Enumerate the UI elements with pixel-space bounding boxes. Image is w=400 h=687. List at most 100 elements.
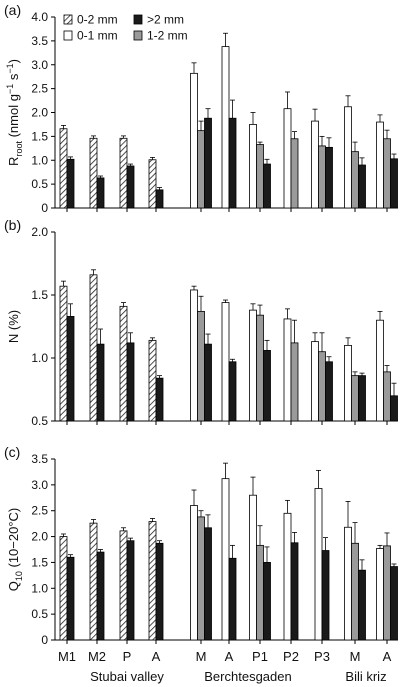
group-label: Stubai valley <box>90 669 164 684</box>
y-tick-label: 2.0 <box>31 106 48 120</box>
bar <box>190 505 198 641</box>
panel-label: (b) <box>4 217 21 233</box>
y-tick-label: 2.0 <box>31 225 48 239</box>
y-tick-label: 1.5 <box>31 288 48 302</box>
bar <box>325 361 333 422</box>
bar <box>344 526 352 641</box>
bar <box>290 138 299 209</box>
x-tick-label: P2 <box>283 649 299 664</box>
legend-swatch <box>63 14 73 25</box>
bar <box>190 72 198 209</box>
y-tick-label: 0 <box>41 633 48 647</box>
bar <box>96 343 105 422</box>
y-tick-label: 0.5 <box>31 414 48 428</box>
bar <box>263 350 271 422</box>
bar <box>314 488 323 641</box>
bar <box>358 375 366 422</box>
bar <box>249 309 257 422</box>
bar <box>66 316 75 422</box>
bar <box>126 342 135 422</box>
bar <box>358 164 366 209</box>
bar <box>228 117 237 209</box>
bar <box>290 342 299 422</box>
bar <box>376 548 384 641</box>
bar <box>228 557 237 641</box>
bar <box>197 516 205 641</box>
y-tick-label: 0.5 <box>31 177 48 191</box>
bar <box>390 158 398 209</box>
legend-swatch <box>133 14 143 25</box>
legend-label: 0-2 mm <box>77 13 118 27</box>
bar <box>263 163 271 209</box>
y-tick-label: 4.0 <box>31 10 48 24</box>
bar <box>148 159 157 209</box>
panel-label: (a) <box>4 2 21 18</box>
bar <box>256 544 264 641</box>
bar <box>290 542 299 641</box>
bar <box>376 319 384 422</box>
legend-swatch <box>63 30 73 41</box>
chart-panel: 0 0.5 1.0 1.5 2.0 2.5 3.0 3.5 (c) Q10 (10−20°C) <box>4 444 398 647</box>
bar <box>197 310 205 422</box>
x-tick-label: P1 <box>252 649 268 664</box>
bar <box>155 377 164 422</box>
legend-swatch <box>133 30 143 41</box>
bar <box>148 339 157 422</box>
bar <box>376 121 384 209</box>
bar <box>66 158 75 209</box>
y-tick-label: 2.5 <box>31 82 48 96</box>
bar <box>283 318 292 422</box>
y-axis-label: Rroot (nmol g−1 s−1) <box>5 59 24 166</box>
x-tick-label: M <box>196 649 207 664</box>
bar <box>256 314 264 422</box>
x-tick-label: M <box>350 649 361 664</box>
bar <box>89 522 98 641</box>
legend-label: >2 mm <box>147 13 184 27</box>
bar <box>283 108 292 209</box>
x-tick-label: P <box>123 649 132 664</box>
bar <box>390 395 398 422</box>
chart-panel: 0.5 1.0 1.5 2.0 (b) N (%) <box>4 217 398 428</box>
panel-label: (c) <box>4 444 20 460</box>
x-tick-label: M1 <box>58 649 76 664</box>
bar <box>119 137 128 209</box>
bar <box>89 274 98 422</box>
y-tick-label: 1.5 <box>31 129 48 143</box>
bar <box>148 521 157 641</box>
y-axis-label: Q10 (10−20°C) <box>6 508 24 592</box>
group-label: Berchtesgaden <box>204 669 291 684</box>
bar <box>351 375 359 422</box>
chart-panel: 0 0.5 1.0 1.5 2.0 2.5 3.0 3.5 4.0 (a) Rroot (nmol … <box>4 2 398 215</box>
y-tick-label: 3.5 <box>31 452 48 466</box>
bar <box>249 124 257 209</box>
bar <box>197 130 205 209</box>
y-tick-label: 3.0 <box>31 58 48 72</box>
bar <box>59 536 68 641</box>
bar <box>325 146 333 209</box>
y-tick-label: 3.0 <box>31 478 48 492</box>
x-tick-label: A <box>152 649 161 664</box>
bar <box>383 371 391 422</box>
bar <box>119 530 128 641</box>
bar <box>351 542 359 641</box>
bar <box>221 302 230 422</box>
bar <box>318 351 326 422</box>
bar <box>155 189 164 209</box>
y-tick-label: 2.0 <box>31 530 48 544</box>
legend: 0-2 mm >2 mm 0-1 mm 1-2 mm <box>63 13 188 43</box>
bar <box>96 177 105 209</box>
bar <box>126 165 135 209</box>
bar <box>383 545 391 641</box>
x-tick-label: P3 <box>314 649 330 664</box>
x-tick-label: A <box>383 649 392 664</box>
x-tick-label: A <box>225 649 234 664</box>
bar <box>283 512 292 641</box>
bar <box>344 106 352 209</box>
bar <box>221 478 230 641</box>
bar <box>351 151 359 209</box>
y-tick-label: 3.5 <box>31 34 48 48</box>
bar <box>89 137 98 209</box>
bar <box>263 562 271 641</box>
bar <box>249 494 257 641</box>
bar <box>59 128 68 209</box>
